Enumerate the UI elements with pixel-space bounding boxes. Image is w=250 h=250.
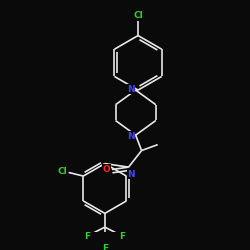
Text: Cl: Cl [57,166,67,175]
Text: O: O [103,165,110,174]
Text: N: N [127,170,135,179]
Text: F: F [119,232,125,241]
Text: F: F [102,244,108,250]
Text: N: N [127,85,134,94]
Text: Cl: Cl [133,11,143,20]
Text: N: N [127,132,134,140]
Text: F: F [84,232,90,241]
